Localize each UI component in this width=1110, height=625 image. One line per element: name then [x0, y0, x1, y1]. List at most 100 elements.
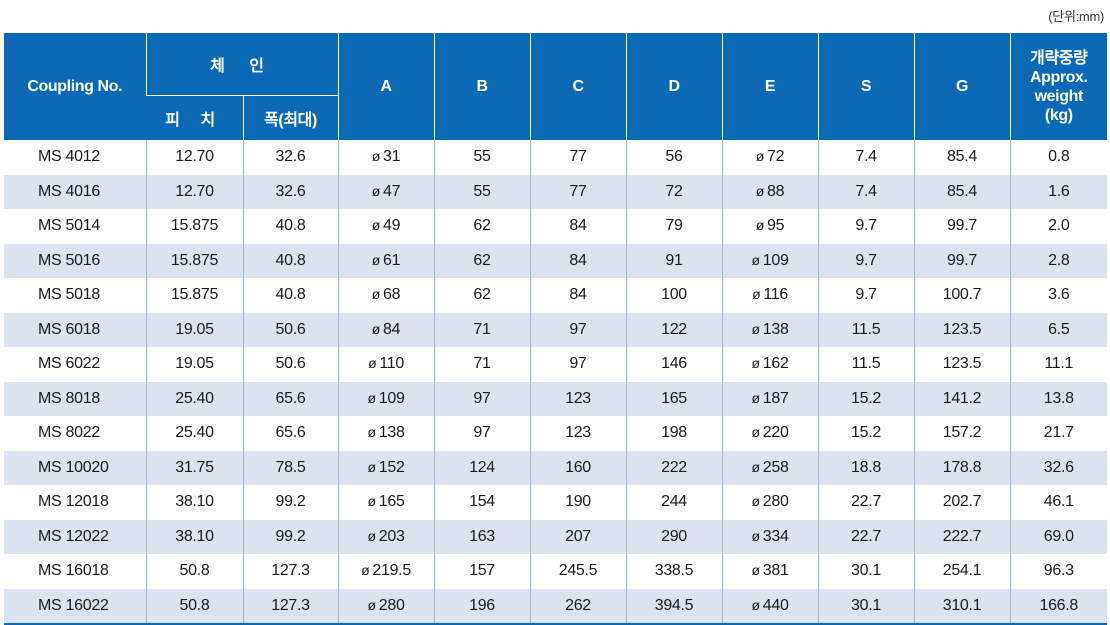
cell-value: 109: [378, 389, 405, 407]
cell-value: 88: [767, 182, 785, 200]
cell-value: 219.5: [372, 562, 411, 580]
cell-g: 141.2: [913, 381, 1011, 416]
table-row: MS 5016 15.875 40.8 ø 61 62 84 91 ø 109 9.7 99.7 2.8: [4, 243, 1108, 278]
header-a: A: [337, 33, 435, 140]
cell-pitch: 31.75: [145, 450, 243, 485]
cell-no: MS 5016: [4, 243, 146, 278]
cell-d: 198: [625, 416, 723, 451]
header-s: S: [817, 33, 915, 140]
cell-width: 32.6: [242, 140, 339, 175]
cell-width: 99.2: [242, 485, 339, 520]
cell-e: ø 138: [721, 312, 819, 347]
diameter-symbol: ø: [751, 596, 760, 613]
cell-value: 220: [762, 424, 789, 442]
cell-weight: 13.8: [1009, 381, 1108, 416]
diameter-symbol: ø: [751, 424, 760, 441]
cell-pitch: 25.40: [145, 416, 243, 451]
cell-c: 123: [529, 416, 627, 451]
cell-c: 207: [529, 519, 627, 554]
cell-c: 84: [529, 243, 627, 278]
cell-value: 61: [383, 251, 401, 269]
cell-b: 62: [433, 209, 531, 244]
diameter-symbol: ø: [368, 355, 377, 372]
header-g: G: [913, 33, 1011, 140]
cell-width: 127.3: [242, 554, 339, 589]
cell-width: 50.6: [242, 312, 339, 347]
cell-weight: 0.8: [1009, 140, 1108, 175]
cell-value: 162: [762, 355, 789, 373]
cell-pitch: 15.875: [145, 209, 243, 244]
table-row: MS 16018 50.8 127.3 ø 219.5 157 245.5 338.5 ø 381…: [4, 554, 1108, 589]
diameter-symbol: ø: [755, 217, 765, 234]
cell-a: ø 110: [337, 347, 435, 382]
cell-c: 245.5: [529, 554, 627, 589]
header-weight-en-2: weight: [1034, 87, 1084, 105]
diameter-symbol: ø: [361, 562, 370, 579]
coupling-spec-table: Coupling No. 체 인 A B C D E S G 개략중량 Appr…: [4, 33, 1108, 625]
header-coupling-no: Coupling No.: [4, 33, 146, 140]
cell-c: 84: [529, 278, 627, 313]
cell-weight: 11.1: [1009, 347, 1108, 382]
table-row: MS 6022 19.05 50.6 ø 110 71 97 146 ø 162 11.5 123.5…: [4, 347, 1108, 382]
cell-b: 124: [433, 450, 531, 485]
cell-value: 440: [762, 596, 789, 614]
cell-b: 62: [433, 278, 531, 313]
header-width-max: 폭(최대): [242, 95, 339, 140]
cell-weight: 69.0: [1009, 519, 1108, 554]
cell-a: ø 138: [337, 416, 435, 451]
table-body: MS 4012 12.70 32.6 ø 31 55 77 56 ø 72 7.4 85.4 0.8 MS…: [4, 140, 1108, 625]
table-row: MS 4012 12.70 32.6 ø 31 55 77 56 ø 72 7.4 85.4 0.8: [4, 140, 1108, 175]
diameter-symbol: ø: [751, 458, 760, 475]
diameter-symbol: ø: [367, 596, 376, 613]
diameter-symbol: ø: [371, 217, 381, 234]
cell-value: 381: [762, 562, 789, 580]
cell-a: ø 68: [337, 278, 435, 313]
cell-b: 163: [433, 519, 531, 554]
cell-no: MS 16022: [4, 588, 146, 625]
cell-value: 334: [762, 527, 789, 545]
cell-e: ø 88: [721, 174, 819, 209]
table-row: MS 16022 50.8 127.3 ø 280 196 262 394.5 ø 440 30.1…: [4, 588, 1108, 625]
header-b: B: [433, 33, 531, 140]
table-row: MS 6018 19.05 50.6 ø 84 71 97 122 ø 138 11.5 123.5 6…: [4, 312, 1108, 347]
cell-no: MS 5018: [4, 278, 146, 313]
cell-g: 157.2: [913, 416, 1011, 451]
diameter-symbol: ø: [751, 389, 760, 406]
cell-value: 47: [383, 182, 401, 200]
cell-s: 30.1: [817, 554, 915, 589]
cell-b: 97: [433, 381, 531, 416]
cell-width: 40.8: [242, 243, 339, 278]
table-row: MS 8022 25.40 65.6 ø 138 97 123 198 ø 220 15.2 157.…: [4, 416, 1108, 451]
table-row: MS 12022 38.10 99.2 ø 203 163 207 290 ø 334 22.7 22…: [4, 519, 1108, 554]
cell-value: 165: [378, 493, 405, 511]
cell-c: 84: [529, 209, 627, 244]
header-weight-ko: 개략중량: [1030, 49, 1088, 67]
cell-width: 65.6: [242, 381, 339, 416]
cell-d: 394.5: [625, 588, 723, 625]
cell-a: ø 109: [337, 381, 435, 416]
cell-e: ø 258: [721, 450, 819, 485]
cell-d: 165: [625, 381, 723, 416]
cell-a: ø 61: [337, 243, 435, 278]
diameter-symbol: ø: [751, 493, 760, 510]
cell-e: ø 116: [721, 278, 819, 313]
cell-b: 97: [433, 416, 531, 451]
header-weight-unit: (kg): [1044, 106, 1073, 124]
cell-value: 280: [762, 493, 789, 511]
cell-no: MS 12018: [4, 485, 146, 520]
cell-weight: 46.1: [1009, 485, 1108, 520]
cell-a: ø 280: [337, 588, 435, 625]
cell-e: ø 95: [721, 209, 819, 244]
cell-b: 55: [433, 174, 531, 209]
table-row: MS 8018 25.40 65.6 ø 109 97 123 165 ø 187 15.2 141.…: [4, 381, 1108, 416]
cell-g: 99.7: [913, 209, 1011, 244]
cell-width: 50.6: [242, 347, 339, 382]
cell-value: 68: [383, 286, 401, 304]
cell-value: 152: [378, 458, 405, 476]
table-row: MS 4016 12.70 32.6 ø 47 55 77 72 ø 88 7.4 85.4 1.6: [4, 174, 1108, 209]
cell-value: 95: [767, 217, 785, 235]
cell-e: ø 381: [721, 554, 819, 589]
cell-value: 31: [383, 148, 401, 166]
cell-s: 9.7: [817, 278, 915, 313]
cell-c: 97: [529, 347, 627, 382]
